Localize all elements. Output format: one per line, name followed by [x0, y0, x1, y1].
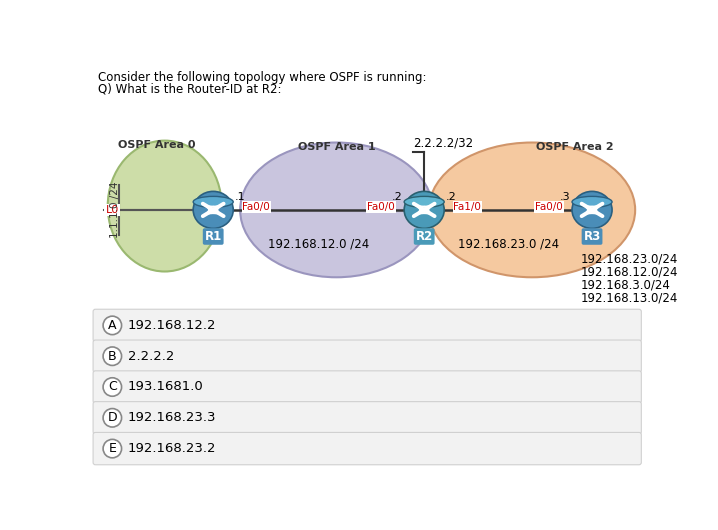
Ellipse shape — [404, 197, 444, 207]
Text: OSPF Area 1: OSPF Area 1 — [298, 142, 376, 152]
Text: 192.168.23.0/24: 192.168.23.0/24 — [580, 252, 678, 265]
Text: 192.168.23.0 /24: 192.168.23.0 /24 — [457, 237, 559, 251]
Text: OSPF Area 0: OSPF Area 0 — [118, 140, 196, 151]
Text: D: D — [108, 411, 117, 425]
Ellipse shape — [404, 191, 444, 228]
Text: 2.2.2.2/32: 2.2.2.2/32 — [414, 137, 474, 150]
FancyBboxPatch shape — [93, 340, 641, 373]
Text: 192.168.12.2: 192.168.12.2 — [128, 319, 216, 332]
Text: .2: .2 — [446, 192, 457, 202]
Text: .2: .2 — [392, 192, 403, 202]
Text: Fa0/0: Fa0/0 — [367, 202, 395, 212]
Text: R1: R1 — [205, 230, 222, 243]
Text: B: B — [108, 350, 116, 363]
Ellipse shape — [572, 191, 612, 228]
Text: Fa0/0: Fa0/0 — [535, 202, 563, 212]
Text: 192.168.12.0/24: 192.168.12.0/24 — [580, 266, 678, 278]
FancyBboxPatch shape — [93, 309, 641, 341]
Ellipse shape — [429, 143, 635, 277]
FancyBboxPatch shape — [93, 371, 641, 403]
Text: .3: .3 — [560, 192, 571, 202]
Circle shape — [103, 347, 121, 366]
Text: 192.168.23.3: 192.168.23.3 — [128, 411, 216, 425]
Ellipse shape — [108, 140, 222, 271]
Circle shape — [103, 316, 121, 334]
Text: 192.168.13.0/24: 192.168.13.0/24 — [580, 292, 678, 305]
Text: 1.1.1.0 /24: 1.1.1.0 /24 — [110, 182, 120, 238]
Text: E: E — [108, 442, 116, 455]
Text: A: A — [108, 319, 116, 332]
Ellipse shape — [572, 197, 612, 207]
Text: OSPF Area 2: OSPF Area 2 — [536, 142, 613, 152]
Text: C: C — [108, 381, 117, 393]
Text: R3: R3 — [584, 230, 601, 243]
Ellipse shape — [240, 143, 433, 277]
Text: Q) What is the Router-ID at R2:: Q) What is the Router-ID at R2: — [98, 82, 281, 95]
Ellipse shape — [193, 197, 233, 207]
Text: R2: R2 — [416, 230, 433, 243]
Text: 193.1681.0: 193.1681.0 — [128, 381, 203, 393]
Text: Fa0/0: Fa0/0 — [243, 202, 270, 212]
Text: L0: L0 — [106, 205, 118, 215]
Text: 192.168.3.0/24: 192.168.3.0/24 — [580, 278, 671, 292]
Text: 192.168.23.2: 192.168.23.2 — [128, 442, 216, 455]
Text: 192.168.12.0 /24: 192.168.12.0 /24 — [268, 237, 369, 251]
Circle shape — [103, 378, 121, 396]
Circle shape — [103, 409, 121, 427]
Text: 2.2.2.2: 2.2.2.2 — [128, 350, 174, 363]
Text: .1: .1 — [235, 192, 246, 202]
FancyBboxPatch shape — [93, 402, 641, 434]
Ellipse shape — [193, 191, 233, 228]
Text: Consider the following topology where OSPF is running:: Consider the following topology where OS… — [98, 72, 426, 84]
Text: Fa1/0: Fa1/0 — [454, 202, 481, 212]
FancyBboxPatch shape — [93, 432, 641, 465]
Circle shape — [103, 439, 121, 458]
